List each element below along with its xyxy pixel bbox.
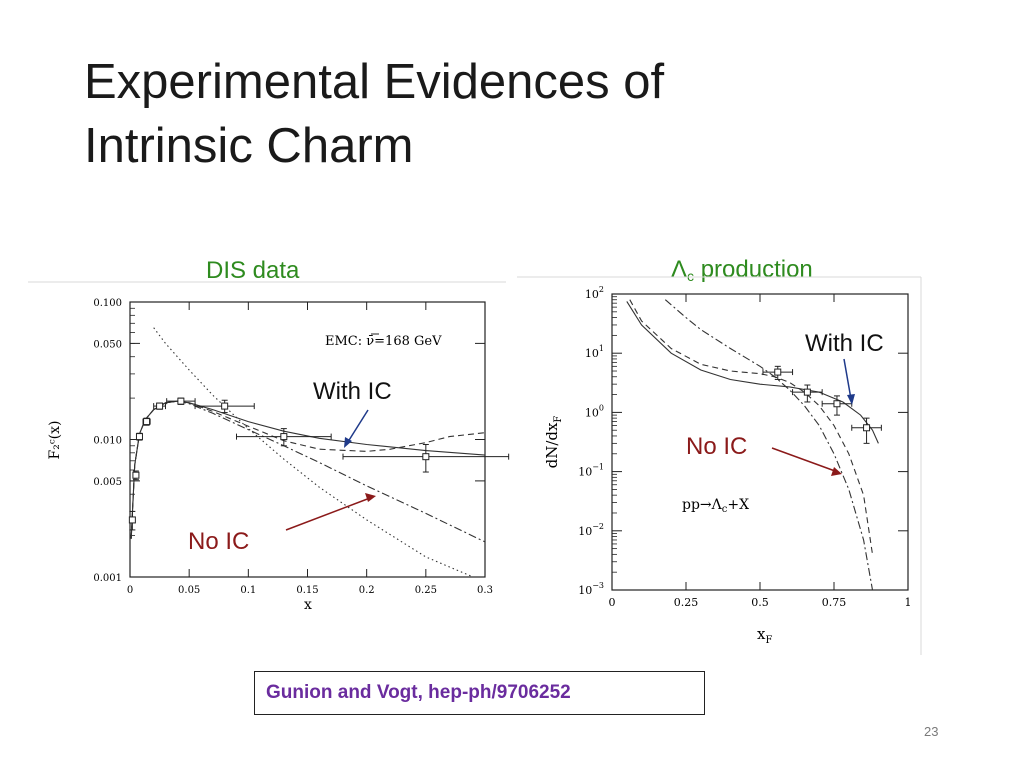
point-marker <box>135 433 143 441</box>
y-tick-label: 10−1 <box>578 463 604 479</box>
y-tick-label: 10−3 <box>578 581 604 597</box>
data-point <box>762 365 794 380</box>
dis-f2c-chart: 0 0.05 0.1 0.15 0.2 0.25 0.3 0.0010.0050.0100.… <box>28 281 510 613</box>
dis-data-caption: DIS data <box>206 257 300 284</box>
y-tick-label: 0.100 <box>93 298 122 309</box>
with-ic-label: With IC <box>313 378 392 405</box>
point-marker <box>422 453 430 461</box>
x-tick-label: 0.05 <box>178 585 200 596</box>
no-ic-label: No IC <box>188 528 249 555</box>
data-points <box>762 365 882 444</box>
y-axis-label: F₂ᶜ(x) <box>47 421 63 460</box>
no-ic-arrow <box>771 447 836 472</box>
x-tick-label: 0.25 <box>674 596 699 609</box>
y-tick-label: 0.050 <box>93 339 122 350</box>
with-ic-arrow-head <box>344 437 352 448</box>
data-point <box>792 384 823 403</box>
no-ic-arrow-head <box>831 467 842 476</box>
curve-solid <box>626 301 879 444</box>
point-marker <box>221 402 229 410</box>
slide-number: 23 <box>924 724 939 739</box>
with-ic-arrow <box>345 409 369 446</box>
y-tick-label: 0.010 <box>93 436 122 447</box>
x-tick-label: 0.75 <box>822 596 847 609</box>
y-axis-label: dN/dxF <box>543 416 564 469</box>
data-point <box>142 417 151 426</box>
data-point <box>132 470 140 481</box>
with-ic-arrow-head <box>847 394 855 405</box>
with-ic-label: With IC <box>805 330 884 357</box>
point-marker <box>177 397 185 405</box>
data-point <box>128 510 136 531</box>
lambda-symbol: Λ <box>671 256 688 283</box>
title-line-1: Experimental Evidences of <box>84 55 665 109</box>
emc-annotation: EMC: ν̄=168 GeV <box>325 334 442 349</box>
no-ic-arrow-head <box>365 493 376 502</box>
data-point <box>153 402 166 410</box>
lambda-c-production-caption: Λc production <box>671 256 813 284</box>
citation-box: Gunion and Vogt, hep-ph/9706252 <box>254 671 705 715</box>
curve-dashed <box>629 299 874 555</box>
x-axis-label: x <box>304 597 312 613</box>
curve-solid <box>130 400 486 539</box>
point-marker <box>128 516 136 524</box>
series-curves <box>626 299 879 591</box>
caption-right-tail: production <box>694 256 813 283</box>
x-tick-label: 0.2 <box>359 585 375 596</box>
x-axis-label: xF <box>757 625 772 646</box>
lambda-subscript: c <box>687 268 695 284</box>
x-tick-label: 0 <box>127 585 133 596</box>
curve-dotted <box>153 327 474 578</box>
x-tick-label: 0 <box>609 596 616 609</box>
y-tick-label: 0.001 <box>93 573 122 584</box>
data-point <box>851 417 882 444</box>
data-point <box>342 443 510 473</box>
y-tick-label: 100 <box>585 403 604 419</box>
y-tick-label: 10−2 <box>578 522 604 538</box>
x-tick-label: 0.15 <box>296 585 318 596</box>
x-tick-label: 0.5 <box>751 596 769 609</box>
y-tick-label: 101 <box>585 344 604 360</box>
x-tick-label: 0.1 <box>240 585 256 596</box>
x-ticks: 0 0.05 0.1 0.15 0.2 0.25 0.3 <box>127 302 493 596</box>
series-curves <box>130 327 486 578</box>
no-ic-arrow <box>285 497 371 531</box>
lambda-c-chart: 0 0.25 0.5 0.75 1 102 101 100 10−1 10−2 10−3 pp→Λ… <box>517 276 922 655</box>
y-ticks: 0.001 0.005 0.010 0.050 0.100 <box>93 298 485 584</box>
point-marker <box>803 388 811 396</box>
point-marker <box>280 433 288 441</box>
y-tick-label: 102 <box>585 285 604 301</box>
point-marker <box>143 418 151 426</box>
title-line-2: Intrinsic Charm <box>84 119 414 173</box>
point-marker <box>833 400 841 408</box>
data-point <box>236 428 332 447</box>
point-marker <box>863 424 871 432</box>
curve-dashdot <box>130 400 486 543</box>
no-ic-label: No IC <box>686 433 747 460</box>
data-points <box>128 397 510 531</box>
x-ticks: 0 0.25 0.5 0.75 1 <box>609 294 912 609</box>
slide-title: Experimental Evidences of Intrinsic Char… <box>84 50 664 178</box>
x-tick-label: 0.3 <box>477 585 493 596</box>
x-tick-label: 1 <box>905 596 912 609</box>
point-marker <box>774 368 782 376</box>
point-marker <box>132 471 140 479</box>
y-tick-label: 0.005 <box>93 477 122 488</box>
data-point <box>135 432 143 441</box>
process-annotation: pp→Λc+X <box>682 497 749 515</box>
data-point <box>194 399 255 414</box>
curve-dashed <box>130 400 486 539</box>
point-marker <box>156 402 164 410</box>
x-tick-label: 0.25 <box>415 585 437 596</box>
with-ic-arrow <box>843 358 852 400</box>
